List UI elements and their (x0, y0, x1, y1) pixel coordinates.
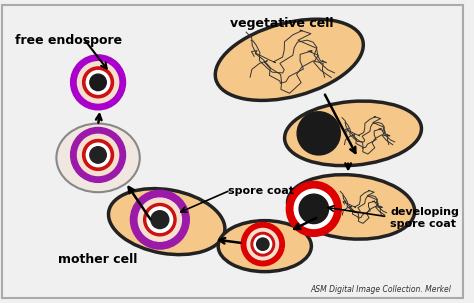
Circle shape (77, 62, 118, 103)
Circle shape (151, 211, 169, 228)
Circle shape (241, 223, 284, 266)
Circle shape (71, 55, 126, 110)
Text: spore coat: spore coat (228, 186, 293, 196)
Text: free endospore: free endospore (15, 34, 122, 47)
Circle shape (297, 112, 340, 155)
Ellipse shape (218, 221, 311, 271)
Text: ASM Digital Image Collection. Merkel: ASM Digital Image Collection. Merkel (310, 285, 451, 294)
Circle shape (286, 181, 341, 236)
Circle shape (299, 194, 328, 224)
Circle shape (147, 207, 173, 232)
Circle shape (82, 67, 113, 98)
Text: mother cell: mother cell (58, 253, 138, 266)
Text: vegetative cell: vegetative cell (230, 18, 334, 30)
Ellipse shape (288, 175, 415, 239)
Ellipse shape (56, 124, 140, 192)
Circle shape (130, 190, 189, 249)
FancyBboxPatch shape (2, 5, 463, 298)
Circle shape (138, 198, 182, 241)
Circle shape (86, 71, 110, 94)
Circle shape (71, 128, 126, 182)
Circle shape (90, 74, 106, 91)
Ellipse shape (215, 19, 363, 100)
Text: developing
spore coat: developing spore coat (390, 207, 459, 228)
Circle shape (144, 204, 176, 236)
Circle shape (256, 238, 269, 250)
Circle shape (86, 143, 110, 167)
Circle shape (90, 147, 106, 163)
Circle shape (294, 189, 333, 228)
Circle shape (247, 228, 279, 260)
Ellipse shape (109, 188, 225, 255)
Circle shape (77, 134, 118, 175)
Circle shape (251, 232, 274, 256)
Circle shape (82, 139, 113, 170)
Circle shape (254, 235, 272, 253)
Ellipse shape (284, 101, 421, 166)
